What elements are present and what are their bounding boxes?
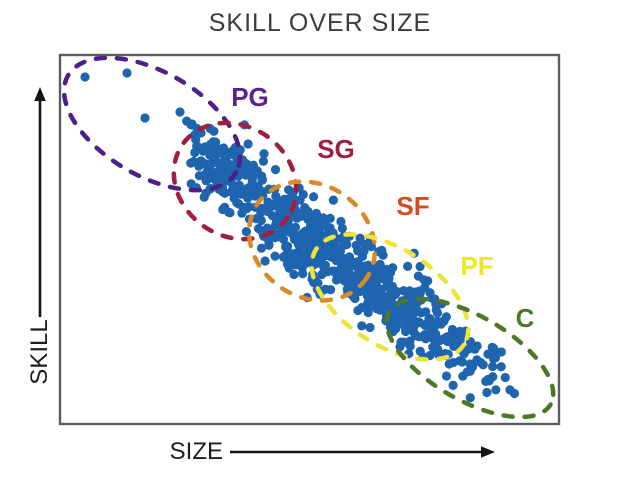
cluster-ellipses [61,55,556,420]
y-axis-label: SKILL [26,319,53,385]
cluster-ellipse-c [384,296,556,420]
cluster-ellipse-pg [61,55,243,193]
scatter-points [80,68,520,403]
cluster-label-pf: PF [460,251,493,281]
cluster-label-pg: PG [231,82,269,112]
cluster-labels: PG SG SF PF C [231,82,534,333]
cluster-label-sg: SG [317,134,355,164]
plot-border [58,53,561,426]
x-axis-arrow [230,446,495,458]
x-axis-label: SIZE [169,438,223,465]
chart-title: SKILL OVER SIZE [208,9,432,37]
cluster-ellipse-pf [309,232,471,362]
cluster-ellipse-sg [171,120,299,242]
cluster-ellipse-sf [246,179,378,303]
y-axis-arrow [34,87,46,317]
cluster-label-c: C [516,303,535,333]
cluster-label-sf: SF [396,191,429,221]
